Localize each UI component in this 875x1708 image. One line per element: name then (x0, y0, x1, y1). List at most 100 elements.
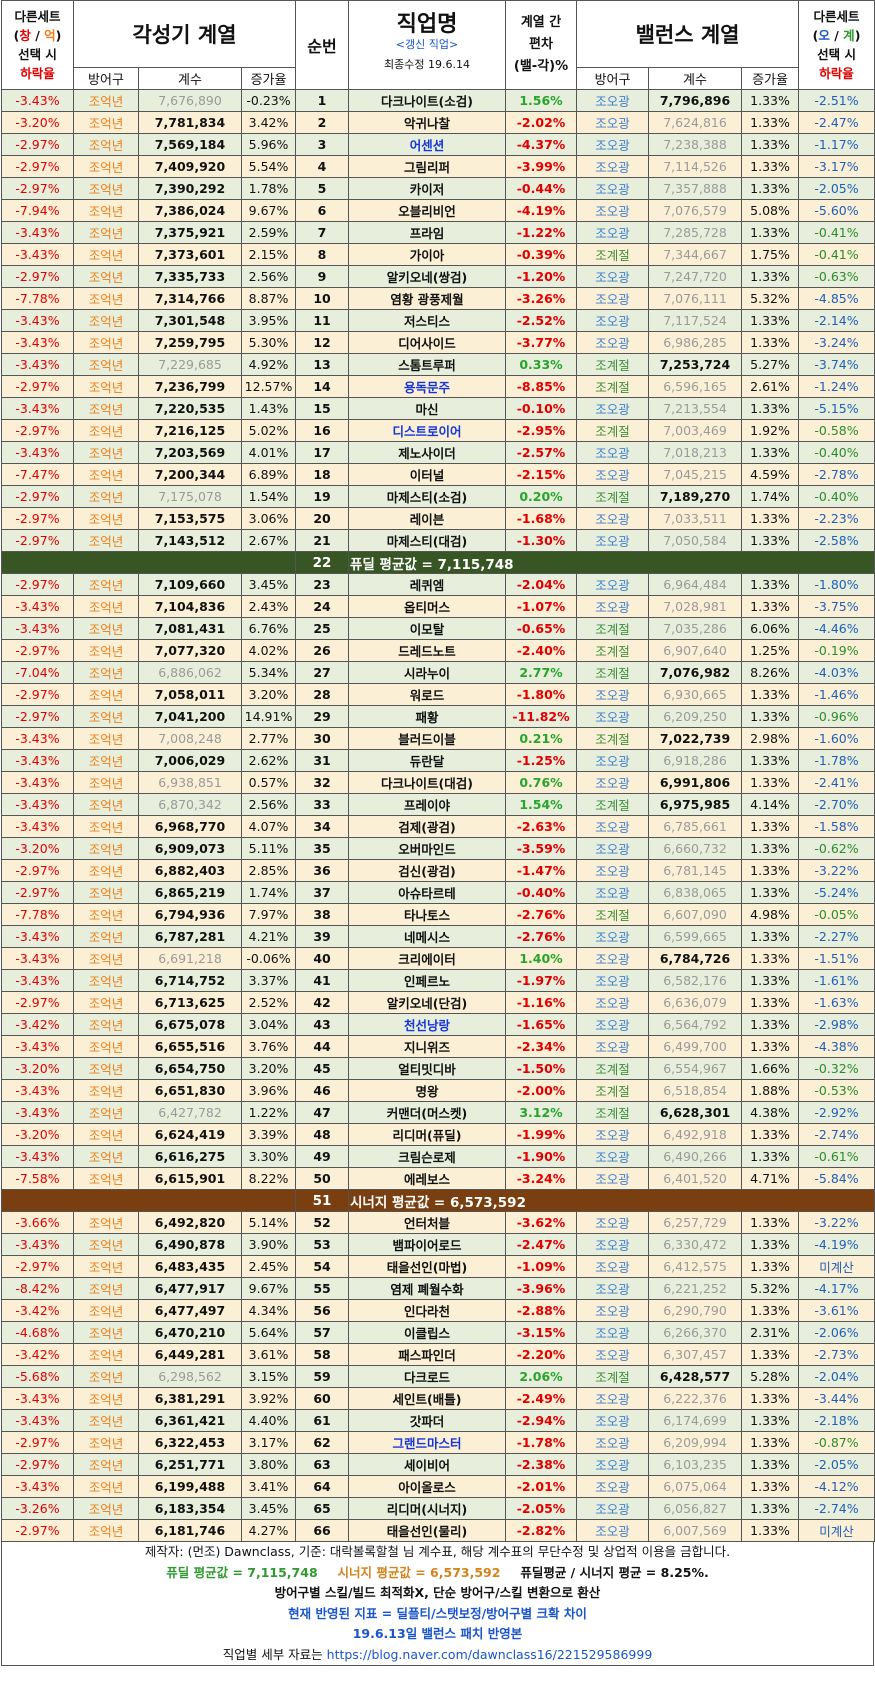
left-coef: 7,314,766 (138, 287, 242, 310)
left-drop-rate: -2.97% (1, 265, 74, 288)
footer-note: 방어구별 스킬/빌드 최적화X, 단순 방어구/스킬 변환으로 환산 (274, 1585, 601, 1600)
right-increase-rate: 1.33% (741, 1255, 800, 1278)
right-armor: 조오광 (576, 837, 650, 860)
order-number: 54 (295, 1255, 350, 1278)
left-coef: 6,251,771 (138, 1453, 242, 1476)
job-name: 블러드이블 (348, 727, 507, 750)
left-drop-rate: -3.43% (1, 331, 74, 354)
job-name: 프라임 (348, 221, 507, 244)
right-drop-rate: -5.84% (798, 1167, 875, 1190)
order-number: 10 (295, 287, 350, 310)
armor-col-right: 방어구 (576, 67, 650, 90)
left-drop-rate: -2.97% (1, 639, 74, 662)
left-drop-rate: -2.97% (1, 133, 74, 156)
left-coef: 7,200,344 (138, 463, 242, 486)
table-row: -7.78% 조억년 6,794,936 7.97% 38 타나토스 -2.76% 조계절 6,… (1, 903, 875, 926)
left-drop-rate: -3.66% (1, 1211, 74, 1234)
right-increase-rate: 4.98% (741, 903, 800, 926)
left-armor: 조억년 (73, 1365, 139, 1388)
job-name: 뱀파이어로드 (348, 1233, 507, 1256)
diff-percent: -3.96% (505, 1277, 578, 1300)
diff-percent: -1.50% (505, 1057, 578, 1080)
job-name: 마신 (348, 397, 507, 420)
right-increase-rate: 1.33% (741, 265, 800, 288)
job-name: 제노사이더 (348, 441, 507, 464)
table-row: -2.97% 조억년 7,216,125 5.02% 16 디스트로이어 -2.95% 조계절… (1, 419, 875, 442)
right-armor: 조오광 (576, 1255, 650, 1278)
order-number: 46 (295, 1079, 350, 1102)
left-drop-rate: -7.04% (1, 661, 74, 684)
left-coef: 7,008,248 (138, 727, 242, 750)
left-increase-rate: 7.97% (240, 903, 297, 926)
left-increase-rate: 5.64% (240, 1321, 297, 1344)
diff-percent: -1.16% (505, 991, 578, 1014)
job-name: 아슈타르테 (348, 881, 507, 904)
order-number: 16 (295, 419, 350, 442)
right-increase-rate: 1.25% (741, 639, 800, 662)
table-row: -7.94% 조억년 7,386,024 9.67% 6 오블리비언 -4.19% 조오광 7,… (1, 199, 875, 222)
right-drop-rate: -0.40% (798, 441, 875, 464)
table-row: -3.43% 조억년 6,381,291 3.92% 60 세인트(배틀) -2.49% 조오… (1, 1387, 875, 1410)
diff-percent: 2.06% (505, 1365, 578, 1388)
right-drop-rate: -4.19% (798, 1233, 875, 1256)
order-number: 61 (295, 1409, 350, 1432)
job-name: 언터처블 (348, 1211, 507, 1234)
left-drop-rate: -2.97% (1, 991, 74, 1014)
order-number: 32 (295, 771, 350, 794)
right-drop-rate: -2.92% (798, 1101, 875, 1124)
left-armor: 조억년 (73, 947, 139, 970)
left-coef: 6,865,219 (138, 881, 242, 904)
order-number: 24 (295, 595, 350, 618)
ranking-table: 다른세트 (창 / 억) 선택 시 하락율 각성기 계열 순번 직업명 <갱신 … (0, 0, 875, 1542)
right-increase-rate: 1.33% (741, 1123, 800, 1146)
table-row: -2.97% 조억년 7,409,920 5.54% 4 그림리퍼 -3.99% 조오광 7,1… (1, 155, 875, 178)
order-header: 순번 (295, 0, 350, 90)
left-armor: 조억년 (73, 1519, 139, 1542)
left-coef: 7,676,890 (138, 89, 242, 112)
right-drop-rate: -1.80% (798, 573, 875, 596)
left-coef: 7,390,292 (138, 177, 242, 200)
order-number: 48 (295, 1123, 350, 1146)
footer-credit: 제작자: (먼조) Dawnclass, 기준: 대락볼록할철 님 계수표, 해… (144, 1544, 731, 1559)
left-drop-rate: -3.43% (1, 947, 74, 970)
diff-percent: -2.57% (505, 441, 578, 464)
job-name: 드레드노트 (348, 639, 507, 662)
job-name: 세이비어 (348, 1453, 507, 1476)
right-coef: 7,344,667 (648, 243, 743, 266)
left-coef: 6,181,746 (138, 1519, 242, 1542)
right-increase-rate: 1.33% (741, 221, 800, 244)
order-number: 56 (295, 1299, 350, 1322)
left-armor: 조억년 (73, 1123, 139, 1146)
diff-percent: -1.90% (505, 1145, 578, 1168)
table-row: -3.43% 조억년 6,490,878 3.90% 53 뱀파이어로드 -2.47% 조오광… (1, 1233, 875, 1256)
left-drop-rate: -3.43% (1, 309, 74, 332)
diff-percent: -2.20% (505, 1343, 578, 1366)
right-increase-rate: 1.75% (741, 243, 800, 266)
order-number: 62 (295, 1431, 350, 1454)
blog-link[interactable]: https://blog.naver.com/dawnclass16/22152… (326, 1646, 653, 1662)
job-name: 갓파더 (348, 1409, 507, 1432)
right-drop-rate: -3.61% (798, 1299, 875, 1322)
right-drop-rate: -5.24% (798, 881, 875, 904)
ranking-body: -3.43% 조억년 7,676,890 -0.23% 1 다크나이트(소검) 1.56% 조… (0, 89, 875, 1542)
left-increase-rate: 1.54% (240, 485, 297, 508)
left-increase-rate: 4.07% (240, 815, 297, 838)
left-coef: 6,616,275 (138, 1145, 242, 1168)
left-drop-rate: -2.97% (1, 529, 74, 552)
left-armor: 조억년 (73, 815, 139, 838)
diff-percent: -2.40% (505, 639, 578, 662)
right-drop-rate: -0.32% (798, 1057, 875, 1080)
right-coef: 7,022,739 (648, 727, 743, 750)
right-drop-rate: -2.18% (798, 1409, 875, 1432)
right-armor: 조오광 (576, 463, 650, 486)
right-armor: 조계절 (576, 485, 650, 508)
order-number: 60 (295, 1387, 350, 1410)
job-name: 리디머(시너지) (348, 1497, 507, 1520)
job-name: 태을선인(물리) (348, 1519, 507, 1542)
diff-percent: -1.09% (505, 1255, 578, 1278)
order-number: 14 (295, 375, 350, 398)
left-increase-rate: 3.39% (240, 1123, 297, 1146)
right-armor: 조오광 (576, 133, 650, 156)
order-number: 18 (295, 463, 350, 486)
left-armor: 조억년 (73, 485, 139, 508)
